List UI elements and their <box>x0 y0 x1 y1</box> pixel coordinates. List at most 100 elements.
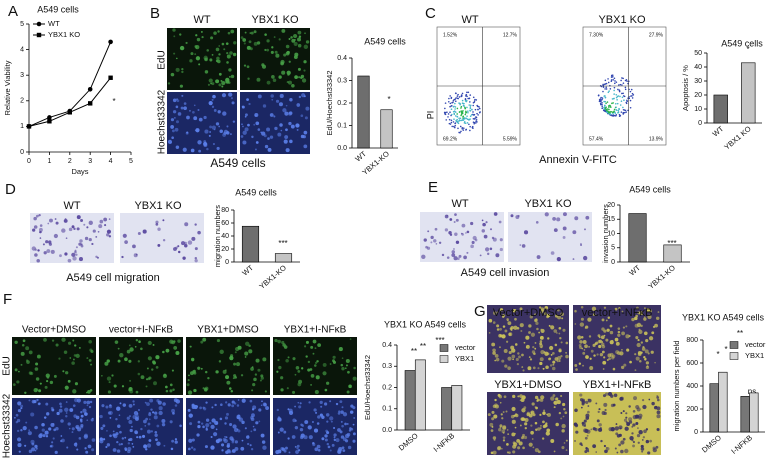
annotation: ** <box>411 347 417 356</box>
event <box>618 84 620 86</box>
cell <box>316 444 321 449</box>
cell <box>41 428 45 432</box>
cell <box>530 430 534 435</box>
cell <box>255 121 260 126</box>
cell <box>226 54 231 59</box>
cell <box>340 363 344 367</box>
cell <box>522 369 525 372</box>
cell <box>521 417 525 421</box>
cell <box>108 410 113 416</box>
cell <box>231 449 236 453</box>
cell <box>138 435 142 439</box>
cell <box>237 399 240 401</box>
event <box>612 79 614 81</box>
cell <box>115 417 118 421</box>
cell <box>213 432 218 437</box>
event <box>460 94 463 96</box>
cell <box>558 349 562 353</box>
cell <box>205 423 210 428</box>
cell <box>42 243 45 246</box>
cell <box>589 365 594 370</box>
legend-label: vector <box>455 343 476 352</box>
cell <box>290 124 295 129</box>
annotation: * <box>716 350 719 359</box>
cell <box>150 408 153 411</box>
cell <box>231 404 235 408</box>
cell <box>64 218 67 220</box>
cell <box>563 442 566 444</box>
cell <box>148 439 152 442</box>
cell <box>118 414 121 416</box>
micrograph <box>120 213 204 263</box>
cell <box>347 370 350 374</box>
cell <box>602 368 605 370</box>
cell <box>208 100 213 106</box>
event <box>466 95 468 98</box>
cell <box>152 360 156 364</box>
cell <box>295 366 300 370</box>
cell <box>272 78 277 83</box>
event <box>450 97 453 100</box>
cell <box>560 341 563 344</box>
cell <box>277 339 281 344</box>
cell <box>34 449 37 452</box>
event <box>470 114 473 116</box>
cell <box>514 413 518 416</box>
cell <box>201 35 204 39</box>
x-tick-label: YBX1-KO <box>257 263 288 291</box>
cell <box>46 249 51 253</box>
cell <box>266 39 270 43</box>
cell <box>541 437 545 440</box>
cell <box>615 350 620 355</box>
cell <box>503 395 507 399</box>
cell <box>303 144 308 149</box>
cell <box>102 424 106 428</box>
cell <box>244 31 247 34</box>
cell <box>121 255 124 259</box>
cell <box>535 318 538 321</box>
cell <box>155 223 159 226</box>
cell <box>344 439 349 443</box>
cell <box>25 346 30 351</box>
cell <box>68 227 73 232</box>
legend-label: vector <box>745 340 766 349</box>
event <box>616 102 619 105</box>
micrograph <box>273 398 357 455</box>
cell <box>221 42 225 46</box>
cell <box>33 225 38 229</box>
cell <box>240 446 245 451</box>
event <box>458 117 460 120</box>
cell <box>517 446 521 450</box>
cell <box>607 353 612 358</box>
cell <box>255 141 259 144</box>
cell <box>211 406 214 409</box>
quadrant-value: 57.4% <box>589 136 604 142</box>
cell <box>614 426 619 431</box>
cell <box>535 321 539 326</box>
event <box>610 79 613 81</box>
cell <box>589 357 592 360</box>
cell <box>129 347 134 352</box>
cell <box>304 32 306 35</box>
event <box>450 113 453 116</box>
cell <box>471 240 475 245</box>
cell <box>134 431 139 435</box>
cell <box>286 50 290 55</box>
event <box>623 95 626 98</box>
cell <box>294 445 297 448</box>
cell <box>269 135 274 139</box>
cell <box>119 402 122 405</box>
cell <box>525 344 530 349</box>
cell <box>293 33 298 39</box>
y-tick-label: 200 <box>686 406 698 413</box>
cell <box>217 30 220 33</box>
cell <box>241 439 244 442</box>
event <box>611 111 614 114</box>
event <box>448 97 450 100</box>
chart-title: YBX1 KO A549 cells <box>384 319 467 329</box>
cell <box>575 368 578 371</box>
y-tick-label: 5 <box>20 21 24 28</box>
cell <box>648 308 652 313</box>
cell <box>209 421 212 425</box>
event <box>456 121 459 123</box>
